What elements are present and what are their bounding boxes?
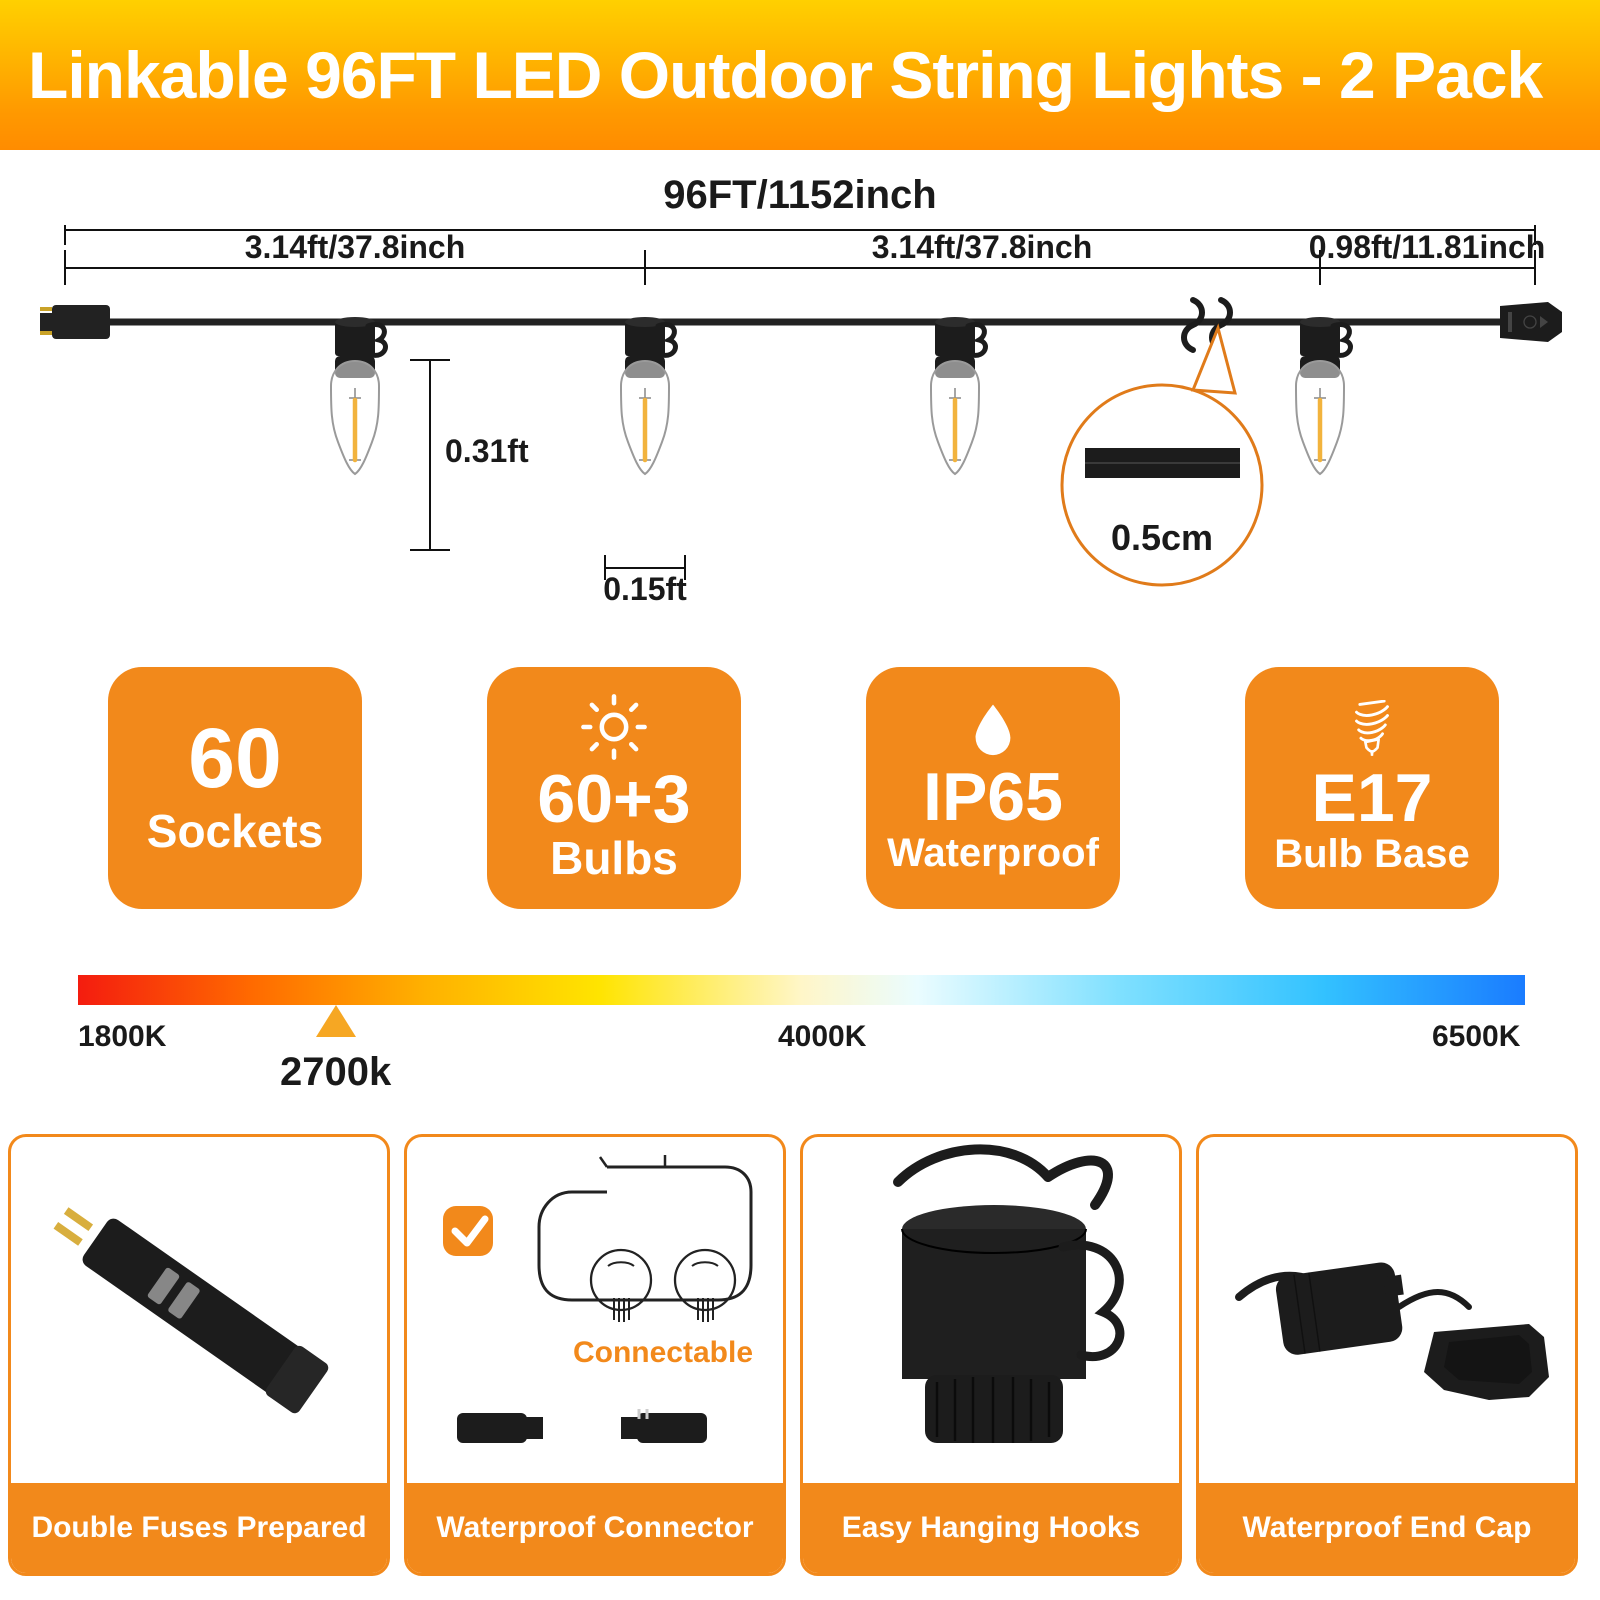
svg-text:0.31ft: 0.31ft [445, 433, 529, 469]
svg-text:3.14ft/37.8inch: 3.14ft/37.8inch [872, 229, 1093, 265]
svg-text:0.15ft: 0.15ft [603, 571, 687, 607]
svg-text:Connectable: Connectable [573, 1336, 753, 1369]
svg-text:3.14ft/37.8inch: 3.14ft/37.8inch [245, 229, 466, 265]
svg-text:0.5cm: 0.5cm [1111, 517, 1213, 558]
svg-text:96FT/1152inch: 96FT/1152inch [663, 173, 936, 217]
svg-text:0.98ft/11.81inch: 0.98ft/11.81inch [1309, 229, 1546, 265]
